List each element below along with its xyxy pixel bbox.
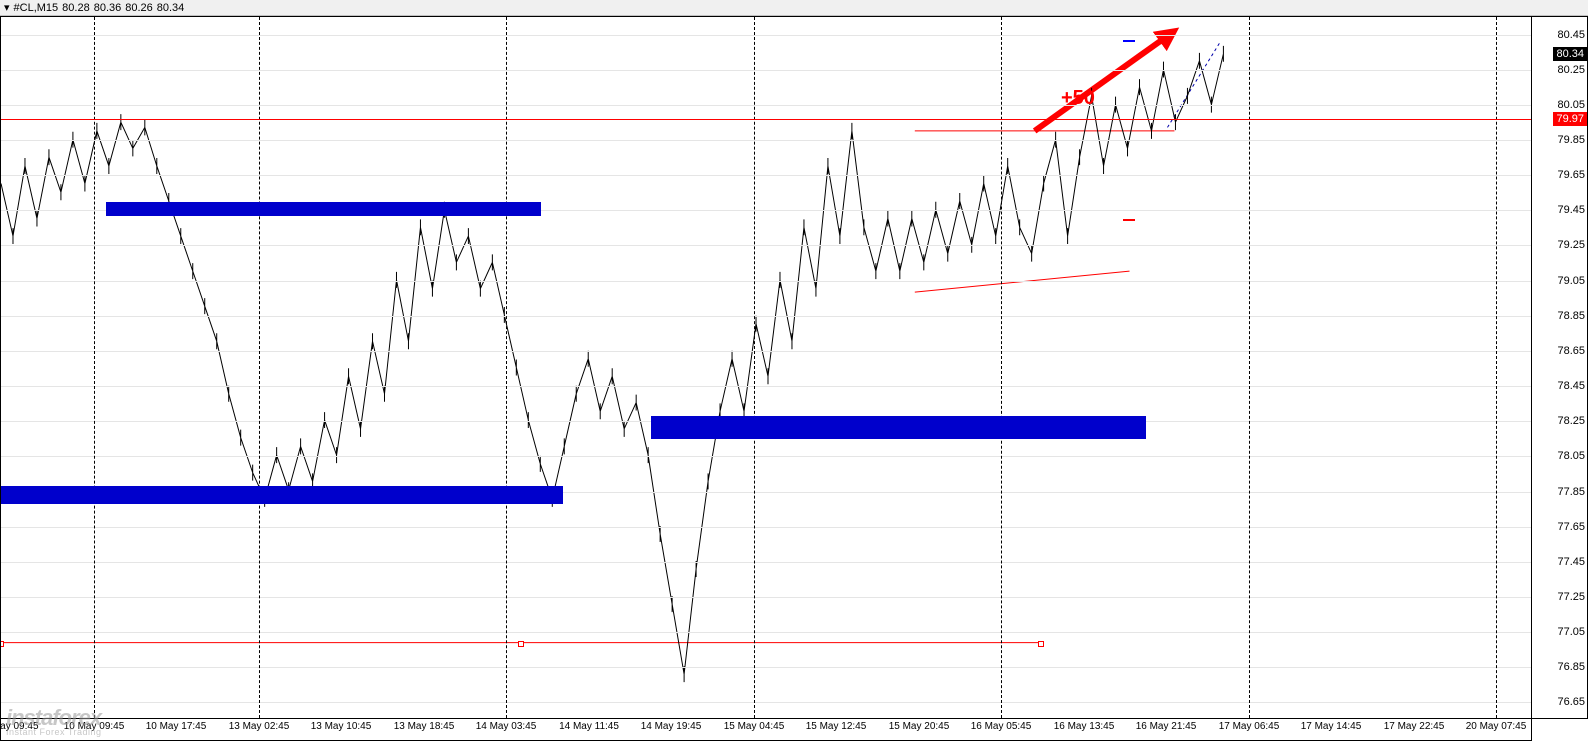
grid-line-h	[1, 35, 1531, 36]
level-marker	[1123, 40, 1135, 42]
day-separator	[1001, 17, 1002, 718]
y-tick-label: 80.45	[1557, 29, 1585, 41]
y-tick-label: 77.25	[1557, 591, 1585, 603]
x-tick-label: 15 May 04:45	[724, 721, 785, 732]
price-tag: 79.97	[1553, 112, 1587, 126]
y-tick-label: 78.45	[1557, 380, 1585, 392]
grid-line-h	[1, 527, 1531, 528]
grid-line-h	[1, 281, 1531, 282]
watermark-sub: Instant Forex Trading	[6, 727, 102, 737]
text-annotation[interactable]: +50	[1061, 87, 1095, 110]
y-tick-label: 78.65	[1557, 345, 1585, 357]
price-series	[1, 46, 1223, 682]
day-separator	[506, 17, 507, 718]
grid-line-h	[1, 316, 1531, 317]
y-tick-label: 78.25	[1557, 415, 1585, 427]
ohlc-h: 80.36	[94, 2, 122, 14]
x-tick-label: 10 May 17:45	[146, 721, 207, 732]
y-tick-label: 78.85	[1557, 310, 1585, 322]
ohlc-c: 80.34	[157, 2, 185, 14]
day-separator	[1249, 17, 1250, 718]
grid-line-h	[1, 70, 1531, 71]
line-handle[interactable]	[0, 641, 4, 647]
y-tick-label: 78.05	[1557, 450, 1585, 462]
level-marker	[1123, 219, 1135, 221]
expand-icon[interactable]: ▾	[4, 1, 10, 14]
x-tick-label: 15 May 20:45	[889, 721, 950, 732]
y-tick-label: 79.25	[1557, 239, 1585, 251]
grid-line-h	[1, 667, 1531, 668]
y-tick-label: 80.05	[1557, 99, 1585, 111]
ohlc-o: 80.28	[62, 2, 90, 14]
support-resistance-zone[interactable]	[1, 486, 563, 504]
day-separator	[94, 17, 95, 718]
y-tick-label: 77.45	[1557, 556, 1585, 568]
chart-plot-area[interactable]: +50	[0, 16, 1532, 719]
y-tick-label: 77.85	[1557, 486, 1585, 498]
grid-line-h	[1, 140, 1531, 141]
support-resistance-zone[interactable]	[106, 202, 541, 216]
trend-line[interactable]	[915, 271, 1130, 292]
x-tick-label: 13 May 02:45	[229, 721, 290, 732]
grid-line-h	[1, 597, 1531, 598]
x-tick-label: 14 May 03:45	[476, 721, 537, 732]
grid-line-h	[1, 702, 1531, 703]
x-tick-label: 17 May 22:45	[1384, 721, 1445, 732]
support-resistance-zone[interactable]	[651, 416, 1146, 439]
grid-line-h	[1, 386, 1531, 387]
x-tick-label: 13 May 18:45	[394, 721, 455, 732]
x-tick-label: 17 May 14:45	[1301, 721, 1362, 732]
x-tick-label: 15 May 12:45	[806, 721, 867, 732]
x-axis: 9 May 09:4510 May 09:4510 May 17:4513 Ma…	[0, 719, 1532, 741]
day-separator	[754, 17, 755, 718]
chart-container: ▾ #CL,M15 80.28 80.36 80.26 80.34 +50 80…	[0, 0, 1588, 741]
grid-line-h	[1, 632, 1531, 633]
day-separator	[1496, 17, 1497, 718]
grid-line-h	[1, 351, 1531, 352]
y-axis: 80.45 80.25 80.05 79.85 79.65 79.45 79.25 79.05…	[1532, 16, 1588, 719]
x-tick-label: 16 May 13:45	[1054, 721, 1115, 732]
line-handle[interactable]	[518, 641, 524, 647]
grid-line-h	[1, 245, 1531, 246]
x-tick-label: 14 May 11:45	[559, 721, 619, 732]
day-separator	[259, 17, 260, 718]
arrow-annotation[interactable]	[1035, 35, 1170, 131]
y-tick-label: 79.85	[1557, 134, 1585, 146]
price-tag: 80.34	[1553, 47, 1587, 61]
x-tick-label: 13 May 10:45	[311, 721, 372, 732]
x-tick-label: 17 May 06:45	[1219, 721, 1280, 732]
line-handle[interactable]	[1038, 641, 1044, 647]
y-tick-label: 77.65	[1557, 521, 1585, 533]
y-tick-label: 76.65	[1557, 696, 1585, 708]
x-tick-label: 16 May 21:45	[1136, 721, 1197, 732]
grid-line-h	[1, 456, 1531, 457]
y-tick-label: 79.05	[1557, 275, 1585, 287]
y-tick-label: 76.85	[1557, 661, 1585, 673]
grid-line-h	[1, 105, 1531, 106]
x-tick-label: 14 May 19:45	[641, 721, 702, 732]
x-tick-label: 20 May 07:45	[1466, 721, 1527, 732]
symbol-label: #CL,M15	[14, 2, 59, 14]
watermark: instaforex Instant Forex Trading	[6, 705, 102, 737]
y-tick-label: 79.65	[1557, 169, 1585, 181]
price-svg	[1, 17, 1531, 718]
y-tick-label: 77.05	[1557, 626, 1585, 638]
grid-line-h	[1, 175, 1531, 176]
top-bar: ▾ #CL,M15 80.28 80.36 80.26 80.34	[0, 0, 1588, 16]
grid-line-h	[1, 562, 1531, 563]
ohlc-l: 80.26	[125, 2, 153, 14]
y-tick-label: 79.45	[1557, 204, 1585, 216]
x-tick-label: 16 May 05:45	[971, 721, 1032, 732]
y-tick-label: 80.25	[1557, 64, 1585, 76]
horizontal-level-line[interactable]	[1, 119, 1531, 120]
